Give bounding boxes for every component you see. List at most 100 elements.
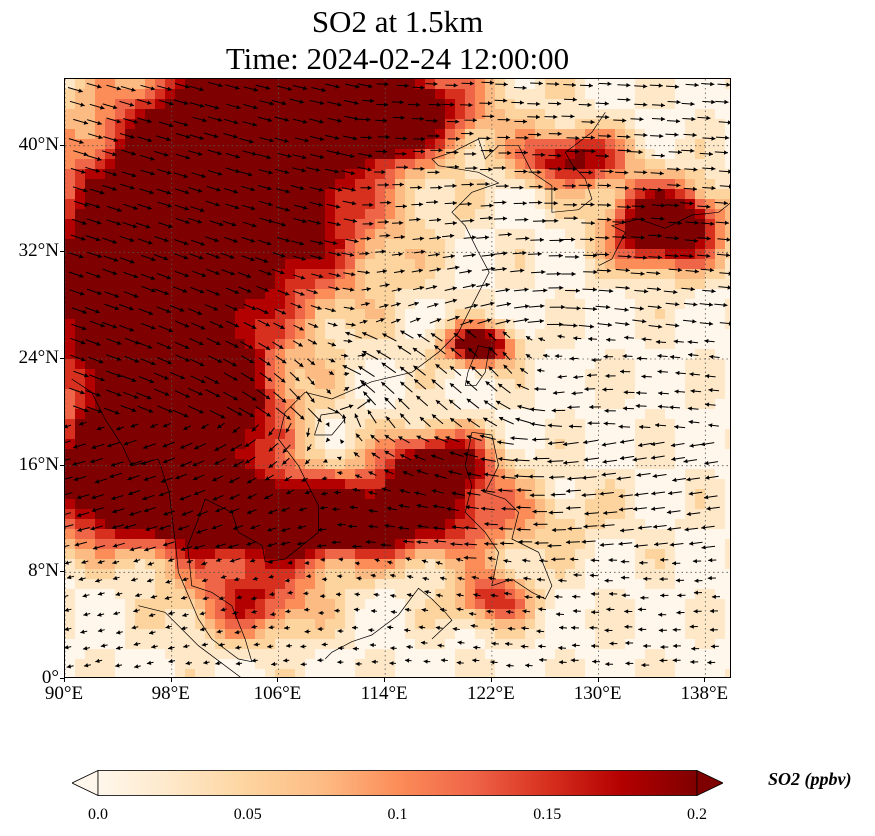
so2-cell xyxy=(695,109,706,120)
so2-cell xyxy=(675,479,686,490)
so2-cell xyxy=(515,249,526,260)
so2-cell xyxy=(575,329,586,340)
wind-arrow-head xyxy=(690,148,695,153)
so2-cell xyxy=(175,589,186,600)
so2-cell xyxy=(495,659,506,670)
so2-cell xyxy=(315,409,326,420)
so2-cell xyxy=(475,619,486,630)
so2-cell xyxy=(165,199,176,210)
so2-cell xyxy=(345,139,356,150)
so2-cell xyxy=(325,509,336,520)
so2-cell xyxy=(485,669,496,677)
so2-cell xyxy=(605,229,616,240)
wind-arrow-head xyxy=(726,237,730,242)
so2-cell xyxy=(555,359,566,370)
so2-cell xyxy=(115,489,126,500)
so2-cell xyxy=(425,559,436,570)
so2-cell xyxy=(605,169,616,180)
so2-cell xyxy=(115,309,126,320)
so2-cell xyxy=(235,129,246,140)
so2-cell xyxy=(295,319,306,330)
so2-cell xyxy=(545,539,556,550)
so2-cell xyxy=(645,419,656,430)
so2-cell xyxy=(405,579,416,590)
so2-cell xyxy=(145,449,156,460)
so2-cell xyxy=(715,649,726,660)
so2-cell xyxy=(535,369,546,380)
so2-cell xyxy=(485,369,496,380)
so2-cell xyxy=(285,339,296,350)
so2-cell xyxy=(705,629,716,640)
wind-arrow-head xyxy=(590,220,595,226)
so2-cell xyxy=(625,329,636,340)
so2-cell xyxy=(375,519,386,530)
so2-cell xyxy=(275,209,286,220)
so2-cell xyxy=(285,469,296,480)
so2-cell xyxy=(475,99,486,110)
so2-cell xyxy=(505,209,516,220)
so2-cell xyxy=(485,589,496,600)
so2-cell xyxy=(605,129,616,140)
so2-cell xyxy=(365,349,376,360)
so2-cell xyxy=(475,149,486,160)
so2-cell xyxy=(555,619,566,630)
so2-cell xyxy=(95,519,106,530)
so2-cell xyxy=(725,589,730,600)
so2-cell xyxy=(175,629,186,640)
so2-cell xyxy=(325,109,336,120)
so2-cell xyxy=(635,389,646,400)
so2-cell xyxy=(175,479,186,490)
so2-cell xyxy=(155,559,166,570)
so2-cell xyxy=(725,239,730,250)
so2-cell xyxy=(475,609,486,620)
so2-cell xyxy=(185,489,196,500)
so2-cell xyxy=(685,219,696,230)
so2-cell xyxy=(715,559,726,570)
so2-cell xyxy=(665,409,676,420)
so2-cell xyxy=(585,209,596,220)
so2-cell xyxy=(405,249,416,260)
so2-cell xyxy=(545,519,556,530)
so2-cell xyxy=(565,289,576,300)
so2-cell xyxy=(575,279,586,290)
so2-cell xyxy=(155,179,166,190)
so2-cell xyxy=(695,239,706,250)
so2-cell xyxy=(225,269,236,280)
so2-cell xyxy=(335,349,346,360)
wind-arrow-head xyxy=(381,169,386,175)
so2-cell xyxy=(705,339,716,350)
so2-cell xyxy=(565,249,576,260)
so2-cell xyxy=(185,579,196,590)
so2-cell xyxy=(525,629,536,640)
so2-cell xyxy=(65,419,76,430)
so2-cell xyxy=(725,409,730,420)
wind-arrow-head xyxy=(267,271,272,276)
so2-cell xyxy=(295,139,306,150)
so2-cell xyxy=(635,479,646,490)
so2-cell xyxy=(585,469,596,480)
so2-cell xyxy=(275,139,286,150)
so2-cell xyxy=(715,639,726,650)
so2-cell xyxy=(245,649,256,660)
so2-cell xyxy=(165,139,176,150)
so2-cell xyxy=(65,259,76,270)
so2-cell xyxy=(355,339,366,350)
so2-cell xyxy=(285,479,296,490)
so2-cell xyxy=(85,499,96,510)
so2-cell xyxy=(155,499,166,510)
so2-cell xyxy=(115,149,126,160)
so2-cell xyxy=(695,169,706,180)
so2-cell xyxy=(635,89,646,100)
so2-cell xyxy=(235,399,246,410)
so2-cell xyxy=(215,619,226,630)
so2-cell xyxy=(125,329,136,340)
so2-cell xyxy=(695,629,706,640)
so2-cell xyxy=(155,119,166,130)
so2-cell xyxy=(565,159,576,170)
so2-cell xyxy=(415,269,426,280)
so2-cell xyxy=(145,359,156,370)
so2-cell xyxy=(535,189,546,200)
so2-cell xyxy=(515,79,526,90)
so2-cell xyxy=(295,569,306,580)
so2-cell xyxy=(525,229,536,240)
